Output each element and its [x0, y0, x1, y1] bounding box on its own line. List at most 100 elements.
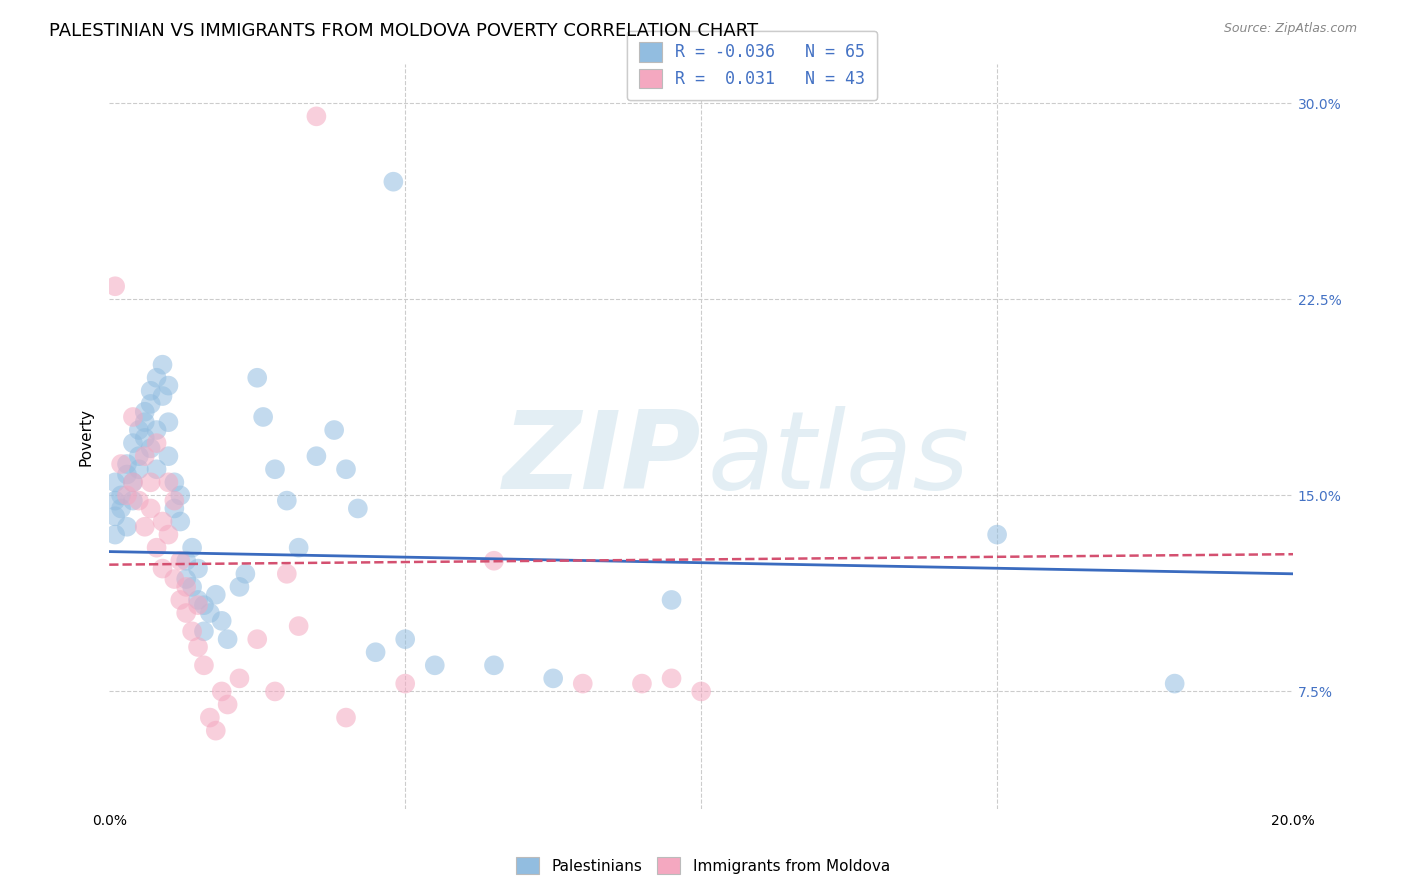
Legend: R = -0.036   N = 65, R =  0.031   N = 43: R = -0.036 N = 65, R = 0.031 N = 43: [627, 30, 877, 100]
Point: [204, 723, 226, 738]
Point: [145, 423, 167, 437]
Point: [169, 593, 191, 607]
Point: [661, 593, 683, 607]
Point: [115, 467, 138, 482]
Point: [181, 541, 204, 555]
Point: [104, 527, 127, 541]
Point: [139, 397, 162, 411]
Point: [128, 462, 150, 476]
Point: [157, 449, 180, 463]
Point: [287, 541, 309, 555]
Point: [157, 475, 180, 490]
Point: [157, 415, 180, 429]
Point: [122, 436, 145, 450]
Point: [661, 672, 683, 686]
Point: [145, 541, 167, 555]
Point: [204, 588, 226, 602]
Point: [198, 606, 221, 620]
Point: [217, 698, 239, 712]
Point: [174, 572, 197, 586]
Point: [110, 488, 132, 502]
Point: [134, 415, 156, 429]
Point: [423, 658, 446, 673]
Text: atlas: atlas: [707, 407, 969, 511]
Point: [571, 676, 593, 690]
Point: [228, 672, 250, 686]
Point: [115, 457, 138, 471]
Point: [382, 175, 405, 189]
Point: [122, 493, 145, 508]
Point: [690, 684, 713, 698]
Point: [110, 501, 132, 516]
Point: [110, 457, 132, 471]
Point: [181, 580, 204, 594]
Point: [631, 676, 654, 690]
Point: [1163, 676, 1185, 690]
Point: [139, 475, 162, 490]
Point: [163, 572, 186, 586]
Y-axis label: Poverty: Poverty: [79, 408, 93, 466]
Point: [163, 501, 186, 516]
Point: [394, 676, 416, 690]
Point: [174, 580, 197, 594]
Point: [181, 624, 204, 639]
Point: [134, 405, 156, 419]
Point: [152, 358, 174, 372]
Point: [264, 684, 287, 698]
Point: [122, 475, 145, 490]
Point: [104, 279, 127, 293]
Point: [152, 561, 174, 575]
Point: [335, 462, 357, 476]
Point: [169, 554, 191, 568]
Point: [482, 658, 505, 673]
Point: [145, 436, 167, 450]
Point: [541, 672, 564, 686]
Point: [394, 632, 416, 647]
Point: [276, 566, 298, 581]
Point: [335, 710, 357, 724]
Text: Source: ZipAtlas.com: Source: ZipAtlas.com: [1223, 22, 1357, 36]
Point: [276, 493, 298, 508]
Point: [986, 527, 1008, 541]
Legend: Palestinians, Immigrants from Moldova: Palestinians, Immigrants from Moldova: [510, 851, 896, 880]
Point: [139, 501, 162, 516]
Point: [157, 378, 180, 392]
Point: [305, 449, 328, 463]
Point: [287, 619, 309, 633]
Point: [174, 606, 197, 620]
Point: [305, 109, 328, 123]
Point: [169, 488, 191, 502]
Point: [264, 462, 287, 476]
Point: [174, 554, 197, 568]
Point: [187, 593, 209, 607]
Point: [169, 515, 191, 529]
Point: [211, 684, 233, 698]
Point: [347, 501, 370, 516]
Point: [134, 431, 156, 445]
Point: [193, 598, 215, 612]
Point: [104, 493, 127, 508]
Point: [211, 614, 233, 628]
Point: [235, 566, 257, 581]
Point: [198, 710, 221, 724]
Text: PALESTINIAN VS IMMIGRANTS FROM MOLDOVA POVERTY CORRELATION CHART: PALESTINIAN VS IMMIGRANTS FROM MOLDOVA P…: [49, 22, 758, 40]
Point: [217, 632, 239, 647]
Point: [115, 488, 138, 502]
Point: [128, 449, 150, 463]
Point: [134, 449, 156, 463]
Point: [128, 493, 150, 508]
Text: ZIP: ZIP: [503, 406, 702, 512]
Point: [104, 509, 127, 524]
Point: [139, 442, 162, 456]
Point: [193, 624, 215, 639]
Point: [252, 409, 274, 424]
Point: [152, 515, 174, 529]
Point: [323, 423, 346, 437]
Point: [122, 409, 145, 424]
Point: [193, 658, 215, 673]
Point: [187, 640, 209, 654]
Point: [139, 384, 162, 398]
Point: [134, 520, 156, 534]
Point: [364, 645, 387, 659]
Point: [187, 598, 209, 612]
